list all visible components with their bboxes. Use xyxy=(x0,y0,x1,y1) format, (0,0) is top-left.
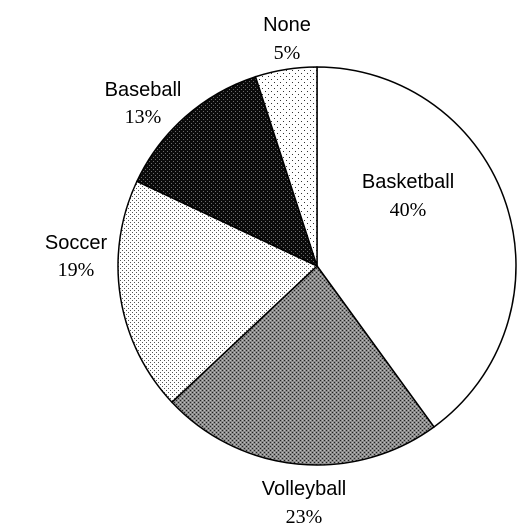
pie-slice-volleyball xyxy=(170,264,436,466)
slice-label-none: None xyxy=(263,14,311,36)
slice-label-soccer: Soccer xyxy=(45,232,108,254)
pie-labels: Basketball 40% Volleyball 23% Soccer 19% Baseb… xyxy=(45,14,454,528)
slice-percent-soccer: 19% xyxy=(58,259,95,281)
slice-label-volleyball: Volleyball xyxy=(262,478,347,500)
slice-percent-basketball: 40% xyxy=(390,199,427,221)
pie-slice-none xyxy=(254,66,318,267)
pie-slice-soccer xyxy=(117,180,319,404)
pie-slice-baseball xyxy=(135,75,319,268)
slice-label-basketball: Basketball xyxy=(362,171,454,193)
slice-percent-volleyball: 23% xyxy=(286,506,323,528)
slice-percent-none: 5% xyxy=(274,42,301,64)
slice-label-baseball: Baseball xyxy=(105,79,182,101)
pie-slice-basketball xyxy=(316,66,517,429)
slice-percent-baseball: 13% xyxy=(125,106,162,128)
pie-slices xyxy=(117,66,517,466)
